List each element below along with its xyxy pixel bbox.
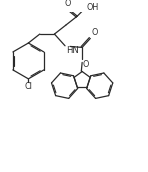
Text: O: O: [64, 0, 71, 8]
Text: O: O: [91, 28, 98, 37]
Text: OH: OH: [87, 3, 99, 13]
Text: O: O: [83, 60, 89, 69]
Text: HN: HN: [66, 46, 78, 55]
Text: Cl: Cl: [24, 82, 32, 92]
